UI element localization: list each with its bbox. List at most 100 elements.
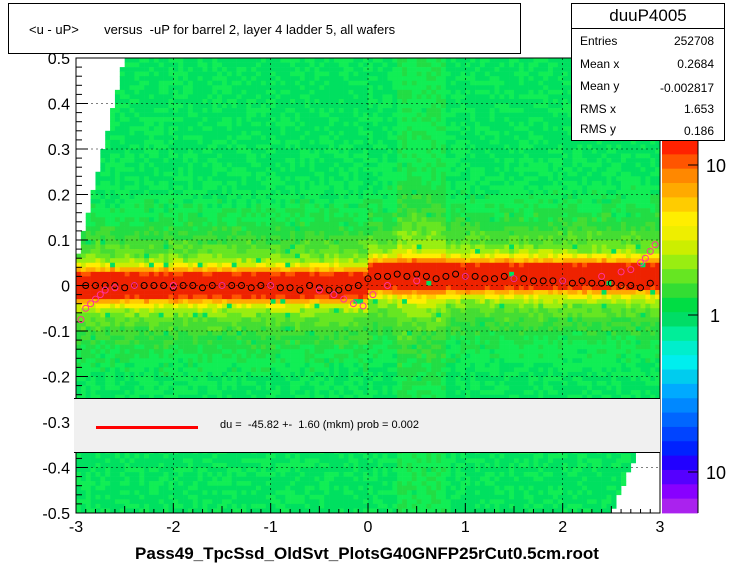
heatmap-cell	[100, 394, 106, 400]
heatmap-cell	[168, 508, 174, 514]
heatmap-cell	[90, 212, 96, 218]
heatmap-cell	[134, 217, 140, 223]
heatmap-cell	[260, 235, 267, 241]
heatmap-cell	[119, 312, 125, 318]
heatmap-cell	[124, 80, 130, 86]
heatmap-cell	[153, 349, 160, 355]
heatmap-cell	[265, 171, 271, 177]
heatmap-cell	[280, 171, 286, 177]
heatmap-cell	[251, 390, 257, 395]
heatmap-cell	[236, 85, 242, 91]
heatmap-cell	[309, 149, 315, 154]
heatmap-cell	[260, 508, 267, 514]
heatmap-cell	[236, 249, 242, 254]
heatmap-cell	[207, 462, 213, 468]
heatmap-cell	[192, 162, 198, 168]
heatmap-cell	[95, 258, 101, 264]
heatmap-cell	[260, 376, 267, 382]
heatmap-cell	[144, 176, 150, 182]
heatmap-cell	[212, 321, 218, 327]
heatmap-cell	[110, 167, 116, 173]
heatmap-cell	[192, 503, 198, 509]
heatmap-cell	[197, 121, 203, 127]
heatmap-cell	[90, 390, 96, 395]
heatmap-cell	[309, 71, 315, 77]
heatmap-cell	[217, 230, 223, 236]
heatmap-cell	[319, 472, 325, 477]
heatmap-cell	[304, 89, 310, 95]
heatmap-cell	[270, 112, 276, 118]
heatmap-cell	[241, 249, 247, 254]
heatmap-cell	[260, 171, 267, 177]
heatmap-cell	[100, 317, 106, 323]
heatmap-cell	[241, 158, 247, 163]
heatmap-cell	[163, 381, 169, 386]
heatmap-cell	[80, 503, 87, 509]
heatmap-cell	[168, 217, 174, 223]
heatmap-cell	[144, 208, 150, 213]
heatmap-cell	[187, 94, 194, 100]
heatmap-cell	[183, 499, 189, 505]
heatmap-cell	[207, 349, 213, 355]
heatmap-cell	[304, 217, 310, 223]
heatmap-cell	[187, 340, 194, 345]
heatmap-cell	[309, 349, 315, 355]
heatmap-cell	[290, 126, 296, 132]
heatmap-cell	[275, 189, 281, 195]
heatmap-cell	[222, 462, 228, 468]
heatmap-cell	[285, 503, 291, 509]
heatmap-cell	[110, 472, 116, 477]
heatmap-cell	[222, 253, 228, 259]
heatmap-cell	[314, 149, 320, 154]
heatmap-cell	[153, 481, 160, 486]
heatmap-cell	[153, 217, 160, 223]
heatmap-cell	[187, 317, 194, 323]
heatmap-cell	[304, 144, 310, 150]
heatmap-cell	[178, 189, 184, 195]
heatmap-cell	[246, 394, 252, 400]
heatmap-cell	[260, 76, 267, 82]
heatmap-cell	[76, 353, 82, 359]
heatmap-cell	[241, 303, 247, 309]
heatmap-cell	[144, 235, 150, 241]
heatmap-cell	[231, 76, 237, 82]
heatmap-cell	[231, 326, 237, 332]
heatmap-cell	[173, 321, 179, 327]
heatmap-cell	[265, 249, 271, 254]
heatmap-cell	[304, 221, 310, 227]
heatmap-cell	[212, 494, 218, 500]
heatmap-cell	[105, 249, 111, 254]
heatmap-cell	[212, 371, 218, 377]
heatmap-cell	[260, 71, 267, 77]
heatmap-cell	[260, 253, 267, 259]
heatmap-cell	[158, 180, 164, 186]
heatmap-cell	[134, 317, 140, 323]
heatmap-cell	[173, 462, 179, 468]
heatmap-cell	[183, 149, 189, 154]
heatmap-cell	[304, 112, 310, 118]
heatmap-cell	[275, 371, 281, 377]
heatmap-cell	[192, 499, 198, 505]
heatmap-cell	[153, 98, 160, 104]
heatmap-cell	[236, 117, 242, 122]
heatmap-cell	[163, 321, 169, 327]
heatmap-cell	[309, 317, 315, 323]
heatmap-cell	[212, 258, 218, 264]
heatmap-cell	[309, 139, 315, 145]
heatmap-cell	[105, 508, 111, 514]
heatmap-cell	[178, 271, 184, 277]
heatmap-cell	[100, 249, 106, 254]
heatmap-cell	[197, 335, 203, 341]
heatmap-cell	[139, 353, 145, 359]
heatmap-cell	[149, 321, 155, 327]
heatmap-cell	[251, 453, 257, 459]
heatmap-cell	[178, 458, 184, 464]
heatmap-cell	[178, 453, 184, 459]
heatmap-cell	[192, 367, 198, 373]
heatmap-cell	[241, 62, 247, 68]
heatmap-cell	[158, 358, 164, 364]
heatmap-cell	[144, 98, 150, 104]
heatmap-cell	[149, 135, 155, 141]
heatmap-cell	[299, 335, 306, 341]
heatmap-cell	[178, 331, 184, 336]
